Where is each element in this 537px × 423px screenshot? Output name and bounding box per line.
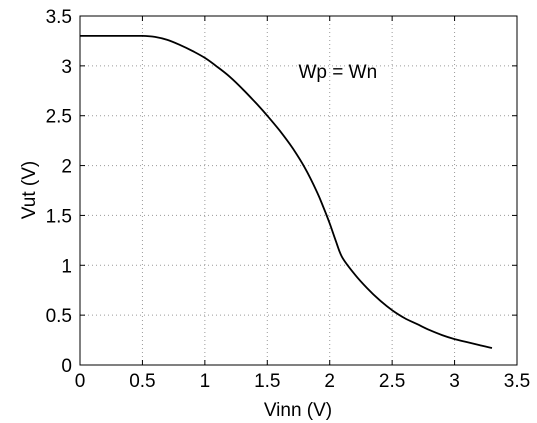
y-tick-label: 0: [61, 356, 72, 377]
x-tick-label: 2.5: [379, 371, 405, 392]
plot-frame: [79, 15, 518, 366]
plot-background: [80, 16, 517, 365]
annotation-label: Wp = Wn: [299, 62, 378, 83]
series-curves: [80, 34, 493, 349]
series-line: [80, 34, 493, 349]
x-tick-label: 2: [324, 371, 335, 392]
y-tick-label: 1.5: [46, 206, 72, 227]
x-axis-label: Vinn (V): [264, 400, 332, 421]
grid-lines: [80, 16, 517, 365]
y-tick-label: 3: [61, 57, 72, 78]
axis-ticks: 0 0.5 1 1.5 2 2.5 3 3.5 0 0.5 1 1.5 2 2.5 3 3.5: [46, 7, 531, 392]
y-tick-label: 2.5: [46, 107, 72, 128]
annotations: Wp = Wn: [299, 62, 378, 83]
y-axis-label: Vut (V): [19, 161, 40, 219]
x-tick-label: 0: [75, 371, 86, 392]
y-tick-label: 1: [61, 256, 72, 277]
y-tick-label: 2: [61, 157, 72, 178]
x-tick-label: 1: [200, 371, 211, 392]
x-tick-label: 0.5: [129, 371, 155, 392]
y-tick-label: 0.5: [46, 306, 72, 327]
x-tick-label: 3.5: [504, 371, 530, 392]
y-tick-label: 3.5: [46, 7, 72, 28]
x-tick-label: 1.5: [254, 371, 280, 392]
x-tick-label: 3: [449, 371, 460, 392]
